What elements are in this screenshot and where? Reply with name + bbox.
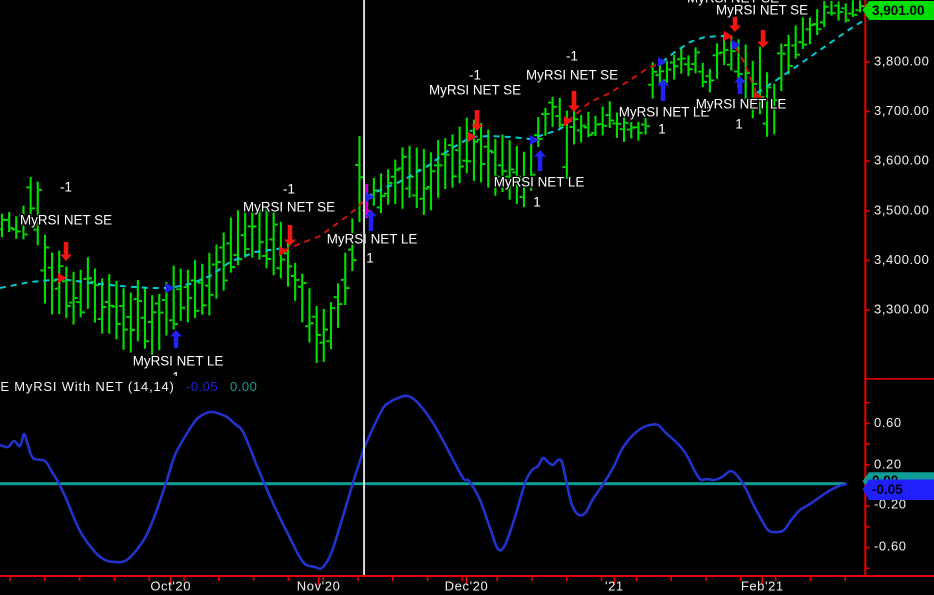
svg-text:1: 1 [658, 122, 665, 137]
svg-text:3,800.00: 3,800.00 [874, 53, 929, 68]
svg-text:Nov'20: Nov'20 [297, 578, 341, 593]
svg-text:MyRSI NET SE: MyRSI NET SE [429, 83, 521, 98]
svg-text:0.00: 0.00 [230, 379, 257, 394]
svg-text:IE MyRSI With NET (14,14): IE MyRSI With NET (14,14) [0, 379, 175, 394]
svg-text:Oct'20: Oct'20 [150, 578, 191, 593]
svg-text:1: 1 [366, 251, 373, 266]
svg-text:MyRSI NET LE: MyRSI NET LE [494, 175, 585, 190]
svg-text:-1: -1 [283, 182, 295, 197]
svg-text:-1: -1 [60, 180, 72, 195]
svg-text:MyRSI NET SE: MyRSI NET SE [716, 3, 808, 18]
svg-text:MyRSI NET LE: MyRSI NET LE [619, 105, 710, 120]
svg-text:Feb'21: Feb'21 [741, 578, 784, 593]
svg-text:-1: -1 [469, 68, 481, 83]
svg-text:-0.05: -0.05 [186, 379, 218, 394]
svg-text:MyRSI NET SE: MyRSI NET SE [243, 200, 335, 215]
svg-text:0.60: 0.60 [874, 415, 902, 430]
svg-text:MyRSI NET SE: MyRSI NET SE [20, 213, 112, 228]
svg-text:Dec'20: Dec'20 [445, 578, 489, 593]
svg-text:MyRSI NET LE: MyRSI NET LE [133, 354, 224, 369]
svg-text:1: 1 [735, 117, 742, 132]
svg-text:MyRSI NET LE: MyRSI NET LE [327, 232, 418, 247]
svg-text:3,400.00: 3,400.00 [874, 252, 929, 267]
svg-text:3,901.00: 3,901.00 [872, 3, 925, 18]
svg-text:1: 1 [172, 370, 179, 385]
svg-text:MyRSI NET LE: MyRSI NET LE [696, 97, 787, 112]
svg-text:-0.20: -0.20 [874, 497, 907, 512]
svg-text:3,700.00: 3,700.00 [874, 103, 929, 118]
svg-text:'21: '21 [605, 578, 624, 593]
svg-text:-1: -1 [566, 49, 578, 64]
svg-text:-0.05: -0.05 [872, 482, 903, 497]
svg-text:-0.60: -0.60 [874, 538, 907, 553]
svg-text:3,500.00: 3,500.00 [874, 202, 929, 217]
svg-text:0.20: 0.20 [874, 456, 902, 471]
svg-text:MyRSI NET SE: MyRSI NET SE [687, 0, 779, 6]
svg-text:3,600.00: 3,600.00 [874, 152, 929, 167]
svg-text:3,300.00: 3,300.00 [874, 301, 929, 316]
svg-text:MyRSI NET SE: MyRSI NET SE [526, 68, 618, 83]
svg-text:1: 1 [533, 195, 540, 210]
